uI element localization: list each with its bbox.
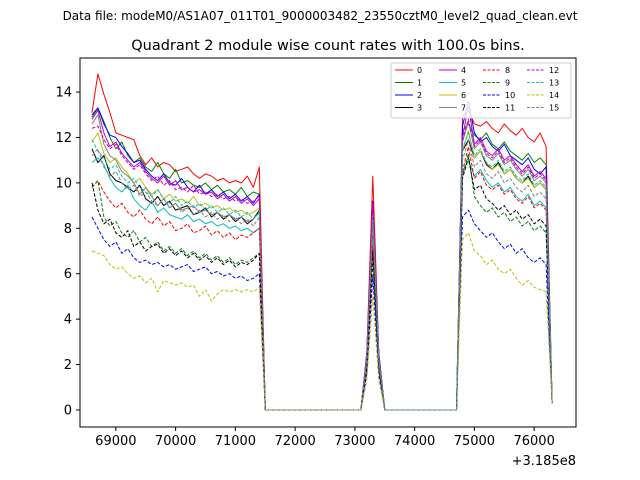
- y-tick-label-4: 4: [64, 313, 72, 328]
- legend-label-8: 8: [505, 66, 510, 75]
- series-line-6: [91, 130, 553, 411]
- series-line-12: [91, 118, 553, 411]
- legend-label-3: 3: [417, 104, 422, 113]
- legend-label-15: 15: [549, 104, 559, 113]
- series-line-11: [91, 157, 553, 411]
- series-line-3: [91, 139, 553, 411]
- series-line-4: [91, 105, 553, 411]
- series-line-1: [91, 107, 553, 411]
- legend-label-4: 4: [461, 66, 466, 75]
- chart-title: Quadrant 2 module wise count rates with …: [131, 38, 525, 54]
- series-line-7: [91, 114, 553, 411]
- legend-label-6: 6: [461, 91, 466, 100]
- series-line-13: [91, 132, 553, 411]
- x-tick-label-74000: 74000: [394, 434, 435, 449]
- legend-label-9: 9: [505, 79, 510, 88]
- x-tick-label-69000: 69000: [95, 434, 136, 449]
- y-tick-label-10: 10: [55, 176, 72, 191]
- series-line-2: [91, 100, 553, 411]
- y-tick-label-6: 6: [64, 267, 72, 282]
- plot-area: 69000 70000 71000 72000 73000 74000 75000 76000…: [55, 57, 577, 469]
- axes-frame: [79, 57, 577, 428]
- legend-label-0: 0: [417, 66, 422, 75]
- series-line-10: [91, 209, 553, 411]
- legend-label-2: 2: [417, 91, 422, 100]
- legend-label-11: 11: [505, 104, 515, 113]
- x-tick-label-75000: 75000: [454, 434, 495, 449]
- x-tick-label-71000: 71000: [215, 434, 256, 449]
- legend-label-10: 10: [505, 91, 515, 100]
- x-tick-label-70000: 70000: [155, 434, 196, 449]
- legend-label-12: 12: [549, 66, 559, 75]
- legend-label-1: 1: [417, 79, 422, 88]
- figure-suptitle: Data file: modeM0/AS1A07_011T01_90000034…: [63, 9, 578, 23]
- x-tick-label-76000: 76000: [513, 434, 554, 449]
- x-tick-label-73000: 73000: [334, 434, 375, 449]
- y-tick-label-14: 14: [55, 86, 72, 101]
- y-tick-label-12: 12: [55, 131, 72, 146]
- legend-label-14: 14: [549, 91, 559, 100]
- legend-label-13: 13: [549, 79, 559, 88]
- legend-box: [390, 62, 572, 119]
- legend-label-5: 5: [461, 79, 466, 88]
- series-line-0: [91, 73, 553, 411]
- x-offset-label: +3.185e8: [512, 454, 576, 469]
- series-line-14: [91, 232, 553, 411]
- series-line-8: [91, 146, 553, 411]
- series-line-9: [91, 152, 553, 411]
- y-tick-label-0: 0: [64, 403, 72, 418]
- x-tick-label-72000: 72000: [274, 434, 315, 449]
- y-tick-label-2: 2: [64, 358, 72, 373]
- y-tick-label-8: 8: [64, 222, 72, 237]
- series-line-5: [91, 157, 553, 411]
- legend-label-7: 7: [461, 104, 466, 113]
- series-line-15: [91, 139, 553, 411]
